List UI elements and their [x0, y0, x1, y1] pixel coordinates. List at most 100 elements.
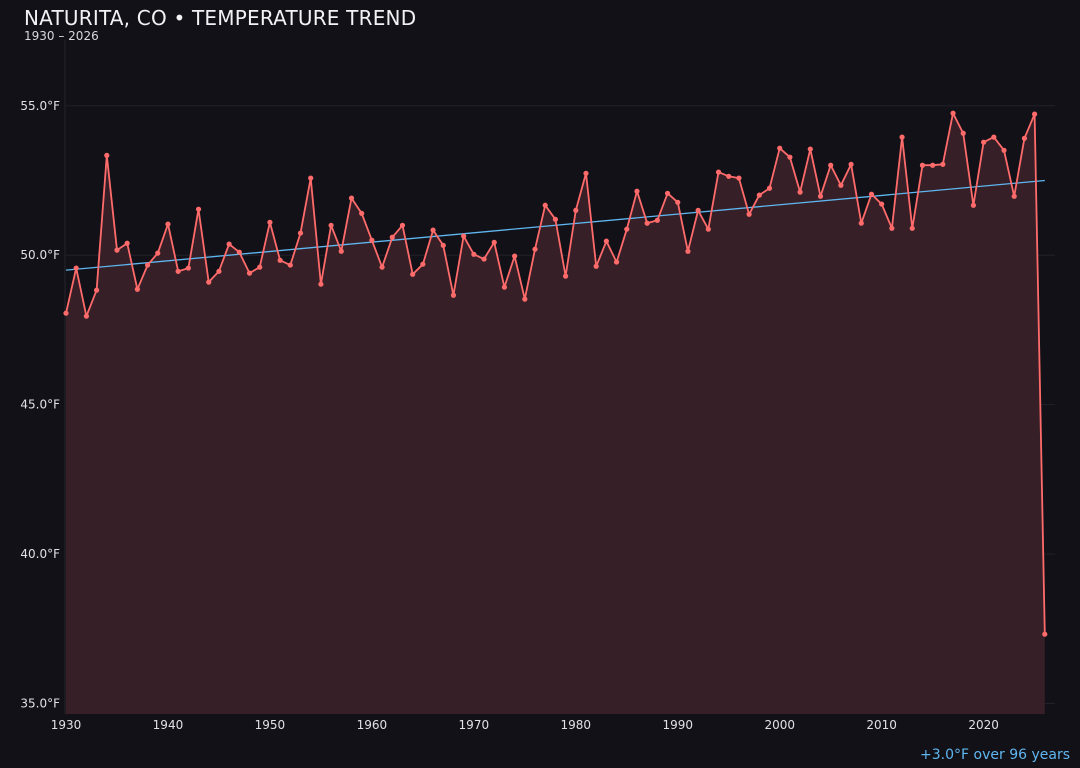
x-tick-label: 2000 [764, 718, 795, 732]
data-point [175, 268, 181, 274]
data-point [501, 284, 508, 290]
data-point [858, 220, 864, 226]
data-point [369, 237, 375, 243]
data-point [562, 273, 569, 279]
data-point [552, 216, 559, 222]
data-point [491, 239, 497, 245]
data-point [420, 261, 426, 267]
data-point [868, 191, 875, 197]
data-point [603, 238, 609, 244]
x-tick-label: 1970 [459, 718, 490, 732]
data-point [297, 230, 304, 236]
y-tick-label: 50.0°F [20, 248, 60, 262]
data-point [440, 242, 446, 248]
data-point [114, 247, 120, 253]
data-point [695, 207, 701, 213]
data-point [63, 310, 69, 316]
data-point [644, 220, 650, 226]
data-point [675, 199, 681, 205]
data-point [1042, 631, 1048, 637]
data-point [817, 193, 824, 199]
data-point [1021, 135, 1028, 141]
x-tick-label: 1960 [357, 718, 388, 732]
data-point [930, 162, 936, 168]
data-point [144, 262, 151, 268]
data-point [155, 250, 161, 256]
data-point [287, 262, 293, 268]
data-point [583, 170, 589, 176]
data-point [919, 162, 926, 168]
data-point [981, 139, 987, 145]
x-tick-label: 1950 [255, 718, 286, 732]
data-point [348, 195, 355, 201]
data-point [613, 259, 620, 265]
data-point [481, 256, 487, 262]
data-point [1001, 147, 1007, 153]
data-point [257, 264, 263, 270]
data-point [216, 268, 222, 274]
data-point [726, 173, 732, 179]
y-tick-label: 55.0°F [20, 99, 60, 113]
data-point [267, 219, 273, 225]
data-point [134, 286, 140, 292]
trend-line [65, 179, 1045, 271]
x-tick-label: 1990 [662, 718, 693, 732]
data-point [471, 251, 477, 257]
x-tick-label: 1940 [153, 718, 184, 732]
data-point [1032, 111, 1038, 117]
area-fill [66, 113, 1045, 714]
data-point [970, 202, 977, 208]
data-point [104, 152, 110, 158]
data-point [277, 257, 283, 263]
data-point [1011, 193, 1017, 199]
data-point [756, 192, 762, 198]
data-point [246, 270, 253, 276]
data-point [766, 185, 773, 191]
data-point [328, 222, 334, 228]
data-point [195, 206, 202, 212]
data-point [226, 241, 232, 247]
data-point [685, 248, 691, 254]
x-tick-label: 2020 [968, 718, 999, 732]
data-point [654, 217, 660, 223]
data-point [308, 175, 314, 181]
data-point [318, 281, 324, 287]
data-point [410, 271, 416, 277]
data-point [124, 240, 130, 246]
data-point [889, 225, 895, 231]
data-point [624, 226, 630, 232]
data-point [950, 110, 956, 116]
data-point [879, 201, 885, 207]
data-point [573, 207, 579, 213]
data-point [664, 190, 671, 196]
data-point [93, 287, 100, 293]
data-point [359, 210, 365, 216]
data-point [73, 265, 79, 271]
data-point [461, 233, 467, 239]
data-point [828, 162, 834, 168]
data-point [593, 263, 599, 269]
y-tick-label: 40.0°F [20, 547, 60, 561]
trend-annotation: +3.0°F over 96 years [920, 747, 1070, 763]
data-point [797, 189, 803, 195]
data-point [450, 292, 457, 298]
data-point [705, 226, 711, 232]
chart-title: NATURITA, CO • TEMPERATURE TREND [24, 6, 417, 30]
data-point [940, 161, 946, 167]
data-point [236, 249, 242, 255]
data-point [83, 313, 89, 319]
data-point [787, 154, 793, 160]
data-point [338, 248, 344, 254]
data-point [522, 296, 528, 302]
y-tick-label: 35.0°F [20, 697, 60, 711]
data-point [838, 182, 844, 188]
data-point [399, 222, 406, 228]
data-point [777, 145, 783, 151]
data-point [389, 234, 395, 240]
data-point [909, 225, 915, 231]
x-tick-label: 1930 [51, 718, 82, 732]
data-point [185, 265, 191, 271]
x-tick-label: 2010 [866, 718, 897, 732]
data-point [848, 161, 854, 167]
